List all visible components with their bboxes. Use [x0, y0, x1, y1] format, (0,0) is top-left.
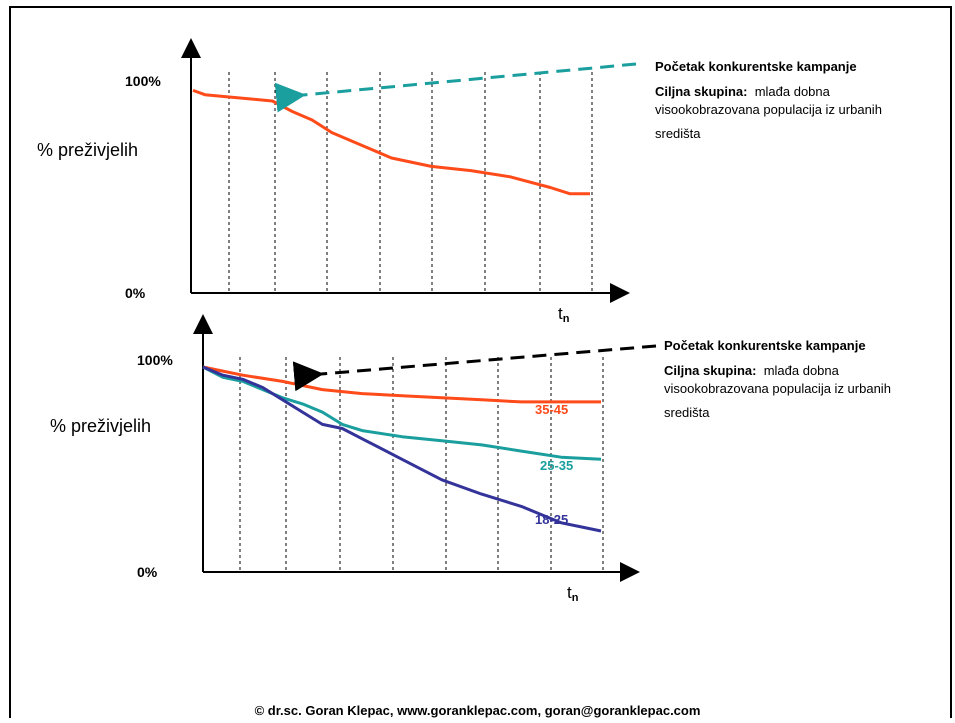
- top-tick-0: 0%: [125, 285, 146, 301]
- bottom-y-axis-label: % preživjelih: [50, 416, 151, 436]
- top-x-end-subscript: n: [563, 313, 570, 325]
- bottom-target-group: Ciljna skupina: mlađa dobna visookobrazo…: [664, 360, 891, 426]
- bottom-series-line-35-45: [202, 365, 601, 404]
- top-x-end-label: tn: [558, 304, 570, 325]
- top-y-axis-label: % preživjelih: [37, 140, 138, 160]
- bottom-series-label-35-45: 35-45: [535, 402, 568, 417]
- top-target-line1: mlađa dobna: [754, 84, 830, 99]
- bottom-series-line-25-35: [202, 365, 602, 461]
- bottom-tick-100: 100%: [137, 352, 173, 368]
- bottom-target-line2: visookobrazovana populacija iz urbanih: [664, 381, 891, 396]
- footer-credit: © dr.sc. Goran Klepac, www.goranklepac.c…: [254, 703, 701, 718]
- bottom-tick-0: 0%: [137, 564, 158, 580]
- bottom-target-line3: središta: [664, 405, 710, 420]
- top-target-line2: visookobrazovana populacija iz urbanih: [655, 102, 882, 117]
- bottom-target-label: Ciljna skupina:: [664, 363, 757, 378]
- bottom-series-label-25-35: 25-35: [540, 458, 573, 473]
- slide-frame: [9, 6, 952, 718]
- bottom-campaign-title: Početak konkurentske kampanje: [664, 338, 866, 353]
- top-target-line3: središta: [655, 126, 701, 141]
- bottom-target-line1: mlađa dobna: [763, 363, 839, 378]
- top-series-line-0: [192, 88, 590, 196]
- top-tick-100: 100%: [125, 73, 161, 89]
- bottom-series-label-18-25: 18-25: [535, 512, 568, 527]
- bottom-x-end-subscript: n: [572, 592, 579, 604]
- bottom-x-end-label: tn: [567, 583, 579, 604]
- top-target-label: Ciljna skupina:: [655, 84, 748, 99]
- bottom-series-line-18-25: [202, 365, 602, 533]
- top-campaign-arrow: [274, 62, 637, 113]
- top-target-group: Ciljna skupina: mlađa dobna visookobrazo…: [655, 81, 882, 147]
- bottom-campaign-arrow: [292, 344, 657, 392]
- top-campaign-title: Početak konkurentske kampanje: [655, 59, 857, 74]
